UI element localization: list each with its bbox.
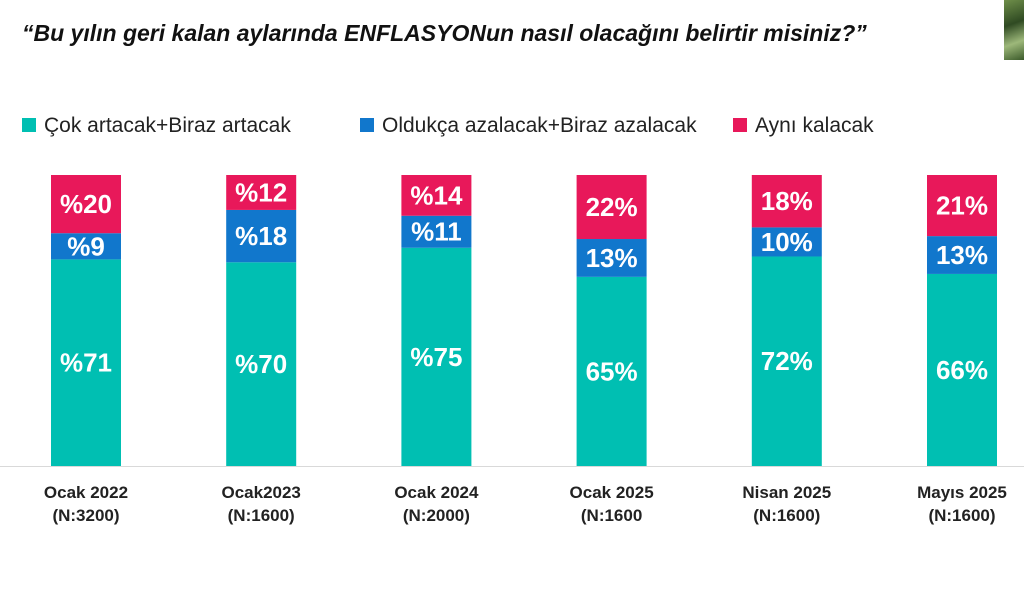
bar-segment-3-2 [576, 175, 647, 240]
bar-segment-3-1 [576, 239, 647, 277]
bar-value-label-3-0: 65% [586, 356, 638, 386]
bar-segment-5-2 [927, 175, 997, 237]
legend-label-1: Oldukça azalacak+Biraz azalacak [382, 114, 697, 137]
legend-label-0: Çok artacak+Biraz artacak [44, 114, 291, 137]
bar-value-label-4-2: 18% [761, 186, 813, 216]
bar-value-label-1-0: %70 [235, 349, 287, 379]
bar-segment-4-0 [751, 256, 822, 466]
x-tick-label-2-1: (N:2000) [403, 506, 470, 525]
bar-segment-0-1 [51, 233, 121, 260]
bar-segment-5-0 [927, 273, 997, 466]
x-tick-label-3-1: (N:1600 [581, 506, 642, 525]
legend-label-2: Aynı kalacak [755, 114, 874, 137]
bar-value-label-2-1: %11 [411, 217, 462, 247]
x-tick-label-1-0: Ocak2023 [221, 483, 300, 502]
bar-segment-2-1 [401, 215, 472, 248]
chart-title: “Bu yılın geri kalan aylarında ENFLASYON… [22, 20, 867, 46]
bar-value-label-5-0: 66% [936, 355, 988, 385]
x-tick-label-5-0: Mayıs 2025 [917, 483, 1007, 502]
legend-swatch-2 [733, 118, 747, 132]
bar-segment-1-2 [226, 175, 297, 210]
bar-value-label-0-0: %71 [60, 348, 112, 378]
bar-segment-5-1 [927, 236, 997, 274]
x-tick-label-4-0: Nisan 2025 [742, 483, 831, 502]
bar-segment-0-2 [51, 175, 121, 234]
bar-segment-4-1 [751, 227, 822, 257]
x-tick-label-3-0: Ocak 2025 [570, 483, 654, 502]
bar-segment-4-2 [751, 175, 822, 228]
legend-swatch-1 [360, 118, 374, 132]
bar-value-label-3-2: 22% [586, 192, 638, 222]
x-tick-label-5-1: (N:1600) [928, 506, 995, 525]
bar-value-label-2-0: %75 [410, 342, 462, 372]
presenter-video-thumbnail [1004, 0, 1024, 60]
bar-value-label-1-1: %18 [235, 221, 287, 251]
bar-value-label-3-1: 13% [586, 243, 638, 273]
bar-segment-2-2 [401, 175, 472, 216]
x-tick-label-1-1: (N:1600) [228, 506, 295, 525]
bar-value-label-2-2: %14 [410, 180, 463, 210]
bar-value-label-5-1: 13% [936, 240, 988, 270]
bar-segment-0-0 [51, 259, 121, 466]
bar-value-label-0-2: %20 [60, 189, 112, 219]
bar-value-label-5-2: 21% [936, 191, 988, 221]
bar-segment-3-0 [576, 276, 647, 466]
x-tick-label-0-0: Ocak 2022 [44, 483, 128, 502]
bar-segment-1-0 [226, 262, 297, 466]
bar-value-label-4-1: 10% [761, 227, 813, 257]
bar-value-label-4-0: 72% [761, 346, 813, 376]
x-tick-label-2-0: Ocak 2024 [394, 483, 479, 502]
bar-value-label-0-1: %9 [67, 231, 105, 261]
bar-segment-2-0 [401, 247, 472, 466]
x-tick-label-0-1: (N:3200) [52, 506, 119, 525]
bar-value-label-1-2: %12 [235, 177, 287, 207]
x-tick-label-4-1: (N:1600) [753, 506, 820, 525]
bar-segment-1-1 [226, 209, 297, 263]
legend-swatch-0 [22, 118, 36, 132]
